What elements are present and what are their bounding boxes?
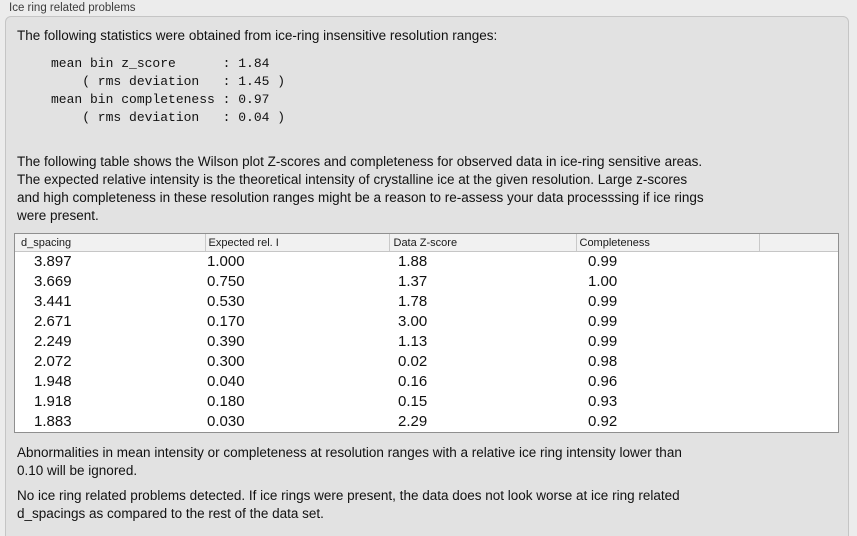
table-cell [759, 332, 838, 352]
column-header-expected-rel-i[interactable]: Expected rel. I [205, 234, 390, 252]
groupbox-title: Ice ring related problems [9, 2, 136, 14]
table-cell: 0.99 [588, 253, 618, 270]
table-cell: 0.040 [207, 373, 245, 390]
table-row[interactable]: 2.671 0.170 3.00 0.99 [15, 312, 838, 332]
table-cell: 1.88 [398, 253, 428, 270]
table-row[interactable]: 1.948 0.040 0.16 0.96 [15, 372, 838, 392]
table-cell: 0.92 [588, 413, 618, 430]
table-cell: 0.030 [207, 413, 245, 430]
table-cell [759, 392, 838, 412]
table-cell: 1.918 [34, 393, 72, 410]
stats-block: mean bin z_score : 1.84 ( rms deviation … [51, 56, 286, 125]
table-row[interactable]: 3.897 1.000 1.88 0.99 [15, 252, 838, 273]
ignore-note: Abnormalities in mean intensity or compl… [17, 445, 682, 478]
table-cell: 2.671 [34, 313, 72, 330]
table-cell: 0.170 [207, 313, 245, 330]
table-cell: 0.180 [207, 393, 245, 410]
table-cell [759, 312, 838, 332]
table-cell: 1.948 [34, 373, 72, 390]
column-header-data-z-score[interactable]: Data Z-score [389, 234, 577, 252]
table-cell: 2.072 [34, 353, 72, 370]
table-cell: 0.02 [398, 353, 428, 370]
table-body: 3.897 1.000 1.88 0.99 3.669 0.750 1.37 1.00 3.44… [15, 252, 838, 433]
table-cell: 0.98 [588, 353, 618, 370]
table-cell: 0.99 [588, 333, 618, 350]
table-header-row: d_spacing Expected rel. I Data Z-score C… [15, 234, 838, 252]
table-cell: 1.000 [207, 253, 245, 270]
table-cell [759, 292, 838, 312]
table-cell: 3.669 [34, 273, 72, 290]
intro-text: The following statistics were obtained f… [17, 28, 498, 43]
table-cell [759, 272, 838, 292]
table-cell: 0.300 [207, 353, 245, 370]
table-cell: 1.13 [398, 333, 428, 350]
table-row[interactable]: 2.249 0.390 1.13 0.99 [15, 332, 838, 352]
table-row[interactable]: 1.883 0.030 2.29 0.92 [15, 412, 838, 432]
table-cell [759, 352, 838, 372]
table-cell: 0.99 [588, 293, 618, 310]
table-cell: 0.16 [398, 373, 428, 390]
table-cell: 1.37 [398, 273, 428, 290]
column-header-d-spacing[interactable]: d_spacing [15, 234, 206, 252]
table-row[interactable]: 1.918 0.180 0.15 0.93 [15, 392, 838, 412]
table-cell: 0.530 [207, 293, 245, 310]
table-cell: 3.897 [34, 253, 72, 270]
table-cell: 1.78 [398, 293, 428, 310]
column-header-completeness[interactable]: Completeness [576, 234, 760, 252]
table-cell: 0.15 [398, 393, 428, 410]
table-cell: 1.883 [34, 413, 72, 430]
table-cell: 3.441 [34, 293, 72, 310]
table-cell: 1.00 [588, 273, 618, 290]
table-cell: 0.750 [207, 273, 245, 290]
table-cell [759, 372, 838, 392]
table-row[interactable]: 2.072 0.300 0.02 0.98 [15, 352, 838, 372]
table-cell: 0.99 [588, 313, 618, 330]
table-cell: 2.249 [34, 333, 72, 350]
column-header-empty [759, 234, 838, 252]
ice-ring-table: d_spacing Expected rel. I Data Z-score C… [14, 233, 839, 433]
table-cell: 0.93 [588, 393, 618, 410]
table-cell [759, 252, 838, 273]
table-description: The following table shows the Wilson plo… [17, 154, 704, 223]
table-cell: 2.29 [398, 413, 428, 430]
conclusion-text: No ice ring related problems detected. I… [17, 488, 680, 521]
table-cell: 0.390 [207, 333, 245, 350]
table-cell: 0.96 [588, 373, 618, 390]
table-row[interactable]: 3.669 0.750 1.37 1.00 [15, 272, 838, 292]
table-row[interactable]: 3.441 0.530 1.78 0.99 [15, 292, 838, 312]
table-cell [759, 412, 838, 432]
table-cell: 3.00 [398, 313, 428, 330]
ice-ring-problems-panel: The following statistics were obtained f… [5, 16, 849, 536]
